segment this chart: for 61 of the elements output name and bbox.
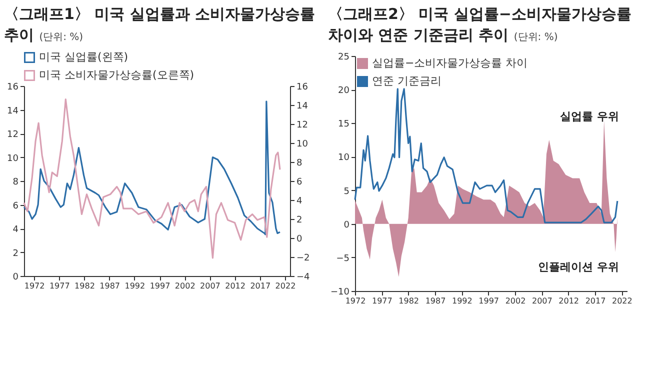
x-tick-label: 1972 xyxy=(345,296,366,306)
annotation: 실업률 우위 xyxy=(560,110,619,124)
line-series xyxy=(23,98,281,259)
x-tick-label: 2007 xyxy=(532,296,552,306)
y2-tick-label: 2 xyxy=(296,216,302,226)
x-tick-label: 1987 xyxy=(425,296,446,306)
x-tick-label: 1997 xyxy=(478,296,500,306)
x-tick-label: 2012 xyxy=(558,296,580,306)
x-tick-label: 2002 xyxy=(505,296,526,306)
x-tick-label: 1982 xyxy=(398,296,420,306)
y-tick-label: 10 xyxy=(338,153,350,164)
y2-tick-label: 12 xyxy=(296,120,308,130)
y-tick-label: 8 xyxy=(12,178,19,188)
y-tick-label: 6 xyxy=(12,201,19,212)
x-tick-label: 2017 xyxy=(585,296,606,306)
x-tick-label: 1997 xyxy=(150,282,170,290)
x-tick-label: 1972 xyxy=(24,282,45,290)
y-tick-label: 12 xyxy=(7,130,18,140)
x-tick-label: 1992 xyxy=(452,296,472,306)
x-tick-label: 1977 xyxy=(49,282,70,290)
x-tick-label: 1992 xyxy=(124,282,146,290)
x-tick-label: 1982 xyxy=(74,282,95,290)
y-tick-label: 0 xyxy=(344,220,350,230)
y2-tick-label: 6 xyxy=(296,178,302,188)
y2-tick-label: 10 xyxy=(296,140,308,150)
x-tick-label: 1977 xyxy=(372,296,392,306)
annotation: 인플레이션 우위 xyxy=(538,260,619,274)
y2-tick-label: 16 xyxy=(296,82,308,92)
chart-subtitle: (단위: %) xyxy=(514,32,558,43)
y2-tick-label: 0 xyxy=(296,234,302,244)
x-tick-label: 2007 xyxy=(200,282,220,290)
chart-subtitle: (단위: %) xyxy=(39,32,84,43)
y-tick-label: 10 xyxy=(7,154,19,164)
legend-label: 실업률−소비자물가상승률 차이 xyxy=(372,56,528,70)
y-tick-label: −10 xyxy=(330,288,350,298)
x-tick-label: 2002 xyxy=(174,282,196,290)
y2-tick-label: 14 xyxy=(296,102,308,112)
legend-label: 미국 실업률(왼쪽) xyxy=(39,50,128,64)
x-tick-label: 2022 xyxy=(275,282,296,290)
x-tick-label: 2017 xyxy=(250,282,271,290)
y-tick-label: 4 xyxy=(12,225,19,235)
x-tick-label: 2022 xyxy=(612,296,632,306)
y2-tick-label: 8 xyxy=(296,158,302,168)
line-series xyxy=(354,88,618,224)
legend-label: 연준 기준금리 xyxy=(372,74,442,88)
x-tick-label: 2012 xyxy=(225,282,246,290)
y-tick-label: 25 xyxy=(338,52,350,62)
y-tick-label: 20 xyxy=(338,86,350,96)
y-tick-label: 16 xyxy=(7,82,19,92)
y-tick-label: −5 xyxy=(336,254,350,264)
legend-label: 미국 소비자물가상승률(오른쪽) xyxy=(39,68,194,82)
y-tick-label: 14 xyxy=(7,106,19,116)
y2-tick-label: −4 xyxy=(296,272,310,282)
y-tick-label: 5 xyxy=(344,186,350,197)
x-tick-label: 1987 xyxy=(100,282,120,290)
y2-tick-label: 4 xyxy=(296,196,302,206)
y-tick-label: 0 xyxy=(12,272,19,282)
y-tick-label: 15 xyxy=(338,120,350,130)
y-tick-label: 2 xyxy=(12,248,18,259)
line-series xyxy=(23,100,281,236)
y2-tick-label: −2 xyxy=(296,254,310,264)
